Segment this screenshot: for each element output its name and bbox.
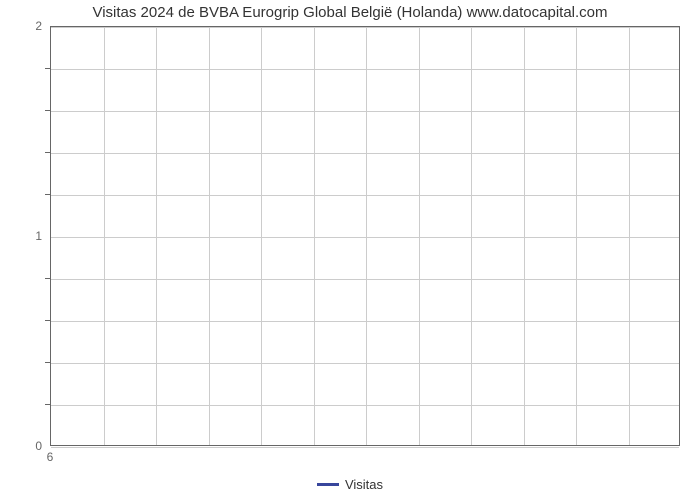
chart-legend: Visitas	[0, 476, 700, 492]
x-tick-label: 6	[47, 450, 54, 464]
plot-area	[50, 26, 680, 446]
legend-label: Visitas	[345, 477, 383, 492]
visits-chart: Visitas 2024 de BVBA Eurogrip Global Bel…	[0, 0, 700, 500]
y-tick-label: 1	[0, 229, 42, 243]
chart-title: Visitas 2024 de BVBA Eurogrip Global Bel…	[0, 4, 700, 21]
legend-swatch	[317, 483, 339, 486]
y-tick-label: 2	[0, 19, 42, 33]
y-tick-label: 0	[0, 439, 42, 453]
